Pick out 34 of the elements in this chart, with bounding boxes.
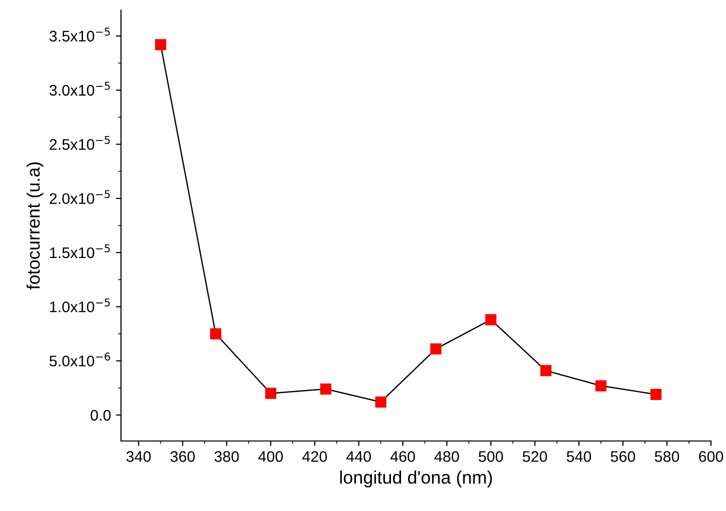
x-tick-label: 600 [699, 451, 724, 462]
point [265, 388, 276, 399]
y-tick-label: 2.5x10$^{−5}$ [50, 136, 110, 150]
y-tick-label: 5.0x10$^{−6}$ [50, 352, 110, 366]
x-tick-label: 460 [390, 451, 415, 462]
point [210, 328, 222, 340]
y-axis-title: fotocurrent (u.a) [26, 162, 44, 290]
point [320, 383, 332, 395]
y-tick-label: 3.0x10$^{−5}$ [50, 82, 110, 96]
point [155, 39, 166, 50]
y-tick-label: 2.0x10$^{−5}$ [50, 190, 110, 204]
x-tick-label: 400 [258, 451, 283, 462]
x-tick-label: 360 [170, 451, 195, 462]
x-tick-label: 520 [522, 451, 548, 462]
point [430, 343, 442, 355]
y-tick-label: 3.5x10$^{−5}$ [50, 28, 110, 42]
x-tick-label: 580 [654, 451, 680, 462]
x-tick-label: 500 [478, 451, 503, 462]
point [595, 380, 606, 392]
x-tick-label: 420 [302, 451, 327, 462]
y-tick-label: 0.0 [90, 410, 111, 421]
point [375, 396, 386, 408]
x-tick-label: 380 [214, 451, 239, 462]
x-tick-label: 440 [346, 451, 371, 462]
x-axis-title: longitud d'ona (nm) [340, 470, 492, 488]
x-tick-label: 560 [610, 451, 636, 462]
x-tick-label: 480 [434, 451, 459, 462]
x-tick-label: 540 [566, 451, 592, 462]
point [650, 388, 662, 400]
x-tick-label: 340 [126, 451, 151, 462]
y-tick-label: 1.5x10$^{−5}$ [50, 244, 110, 258]
y-tick-label: 1.0x10$^{−5}$ [50, 298, 110, 312]
point [485, 314, 496, 326]
point [540, 365, 552, 376]
